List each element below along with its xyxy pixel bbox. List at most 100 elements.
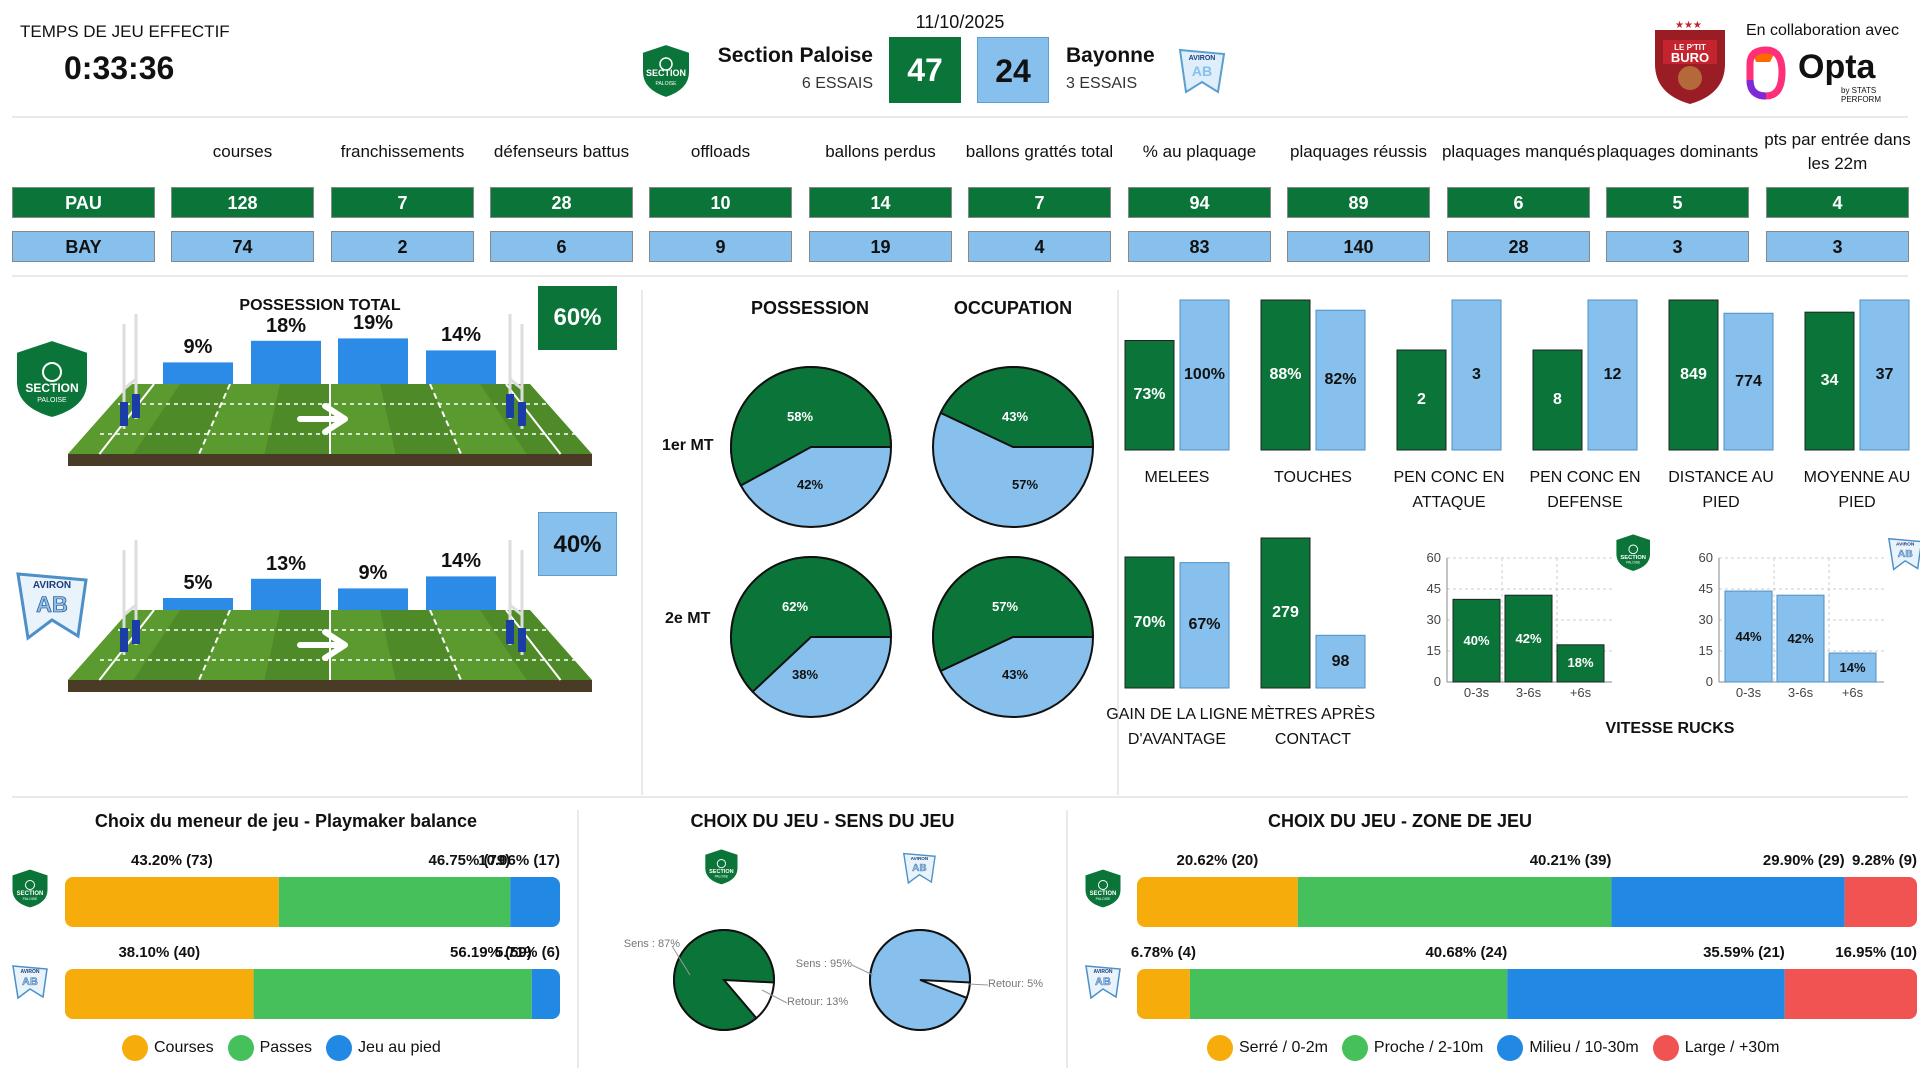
pie-occupation-1 bbox=[932, 366, 1095, 528]
pie-pau-slice bbox=[730, 366, 893, 487]
pitch-line bbox=[198, 383, 231, 455]
stacked-segment bbox=[1784, 969, 1917, 1019]
set-label: MOYENNE AU PIED bbox=[1803, 469, 1911, 511]
possession-zone-label: 18% bbox=[265, 314, 307, 337]
stacked-segment bbox=[1137, 969, 1190, 1019]
pau-field-crest: SECTION PALOISE bbox=[15, 338, 89, 420]
pitch-line bbox=[198, 609, 231, 681]
legend-label: Milieu / 10-30m bbox=[1529, 1039, 1639, 1057]
stat-cell-pau: 10 bbox=[649, 187, 792, 218]
svg-text:PALOISE: PALOISE bbox=[23, 897, 38, 901]
le-ptit-buro-logo: LE P'TIT BURO ★★★ bbox=[1645, 16, 1735, 106]
away-score: 24 bbox=[977, 37, 1049, 103]
possession-zone-bar bbox=[251, 578, 321, 610]
possession-zone-bar bbox=[163, 362, 233, 384]
stacked-segment bbox=[65, 969, 254, 1019]
ruck-bar bbox=[1452, 598, 1501, 683]
post-pad bbox=[132, 620, 140, 644]
stacked-segment bbox=[1844, 877, 1917, 927]
stat-cell-pau: 14 bbox=[809, 187, 952, 218]
sens-main-slice bbox=[869, 929, 971, 1031]
stacked-label: 40.68% (24) bbox=[1425, 944, 1508, 961]
set-bar-bay bbox=[1179, 299, 1230, 451]
section-paloise-logo: SECTION PALOISE bbox=[636, 40, 696, 100]
clock-label: TEMPS DE JEU EFFECTIF bbox=[20, 22, 230, 41]
stat-header: plaquages manqués bbox=[1441, 142, 1596, 161]
set-value-bay: 12 bbox=[1603, 366, 1622, 383]
bay-possession-total: 40% bbox=[538, 512, 617, 576]
possession-zone-bar bbox=[251, 340, 321, 384]
ruck-bar bbox=[1556, 644, 1605, 683]
stat-cell-bay: 74 bbox=[171, 231, 314, 262]
ruck-title: VITESSE RUCKS bbox=[1605, 720, 1735, 737]
stat-header: ballons perdus bbox=[825, 142, 936, 161]
legend-label: Jeu au pied bbox=[358, 1039, 441, 1057]
stat-cell-bay: 19 bbox=[809, 231, 952, 262]
stat-header: offloads bbox=[690, 142, 751, 161]
stat-header: franchissements bbox=[340, 142, 465, 161]
possession-zone-label: 19% bbox=[352, 312, 394, 335]
stacked-segment bbox=[1507, 969, 1785, 1019]
ruck-xtick: 0-3s bbox=[1463, 685, 1490, 700]
pitch-line bbox=[429, 609, 462, 681]
svg-text:AVIRON: AVIRON bbox=[33, 580, 71, 591]
set-label: PEN CONC EN DEFENSE bbox=[1529, 469, 1641, 511]
ruck-ytick: 60 bbox=[1698, 550, 1713, 565]
ruck-bar bbox=[1828, 652, 1877, 683]
set-bar-pau bbox=[1668, 299, 1719, 451]
svg-text:AVIRON: AVIRON bbox=[20, 969, 39, 975]
set-value-bay: 98 bbox=[1331, 652, 1350, 670]
svg-text:AB: AB bbox=[1095, 976, 1111, 988]
set-value-bay: 774 bbox=[1735, 372, 1762, 390]
sens-pie-pau bbox=[673, 928, 775, 1031]
set-value-pau: 849 bbox=[1680, 366, 1707, 383]
pitch-edge bbox=[68, 680, 592, 692]
away-team-name: Bayonne bbox=[1066, 44, 1155, 67]
aviron-bayonnais-logo: AVIRON AB bbox=[1172, 40, 1232, 100]
stacked-label: 10.06% (17) bbox=[478, 852, 560, 869]
ruck-bar-label: 42% bbox=[1787, 630, 1814, 646]
sens-leader bbox=[671, 945, 691, 976]
stacked-label: 5.71% (6) bbox=[494, 944, 560, 961]
legend-label: Proche / 2-10m bbox=[1373, 1039, 1484, 1057]
legend-label: Serré / 0-2m bbox=[1239, 1039, 1328, 1057]
sens-title: CHOIX DU JEU - SENS DU JEU bbox=[690, 811, 955, 831]
set-bar-bay bbox=[1315, 309, 1366, 451]
home-team-name: Section Paloise bbox=[717, 44, 873, 67]
pie-bay-label: 42% bbox=[796, 477, 824, 492]
pitch-line bbox=[505, 609, 562, 681]
stat-header: plaquages dominants bbox=[1596, 142, 1759, 161]
legend-swatch bbox=[227, 1035, 254, 1061]
set-bar-bay bbox=[1859, 299, 1910, 451]
stat-cell-pau: 7 bbox=[968, 187, 1111, 218]
legend-swatch bbox=[122, 1035, 148, 1061]
svg-text:PALOISE: PALOISE bbox=[655, 81, 677, 87]
legend-swatch bbox=[1652, 1035, 1679, 1061]
svg-text:AB: AB bbox=[1898, 548, 1914, 560]
stacked-segment bbox=[510, 877, 560, 927]
sens-pie-bay bbox=[869, 929, 971, 1031]
pie-pau-label: 57% bbox=[991, 599, 1019, 614]
pie-pau-slice bbox=[730, 556, 893, 694]
svg-text:AVIRON: AVIRON bbox=[911, 856, 929, 861]
svg-text:PALOISE: PALOISE bbox=[1096, 897, 1111, 901]
stacked-label: 40.21% (39) bbox=[1529, 852, 1612, 869]
stacked-label: 29.90% (29) bbox=[1762, 852, 1845, 869]
sens-leader bbox=[967, 983, 989, 986]
post-pad bbox=[518, 402, 526, 426]
pie-possession-1 bbox=[730, 366, 893, 528]
stat-header: courses bbox=[212, 142, 273, 161]
possession-zone-label: 14% bbox=[440, 324, 482, 347]
set-label: MÈTRES APRÈS CONTACT bbox=[1250, 706, 1376, 748]
ruck-bar bbox=[1724, 590, 1773, 683]
pie-pau-label: 43% bbox=[1001, 409, 1029, 424]
set-bar-pau bbox=[1124, 340, 1175, 451]
legend-swatch bbox=[1341, 1035, 1368, 1061]
stacked-segment bbox=[531, 969, 560, 1019]
team-label-pau: PAU bbox=[12, 187, 155, 218]
svg-text:PALOISE: PALOISE bbox=[715, 874, 729, 878]
